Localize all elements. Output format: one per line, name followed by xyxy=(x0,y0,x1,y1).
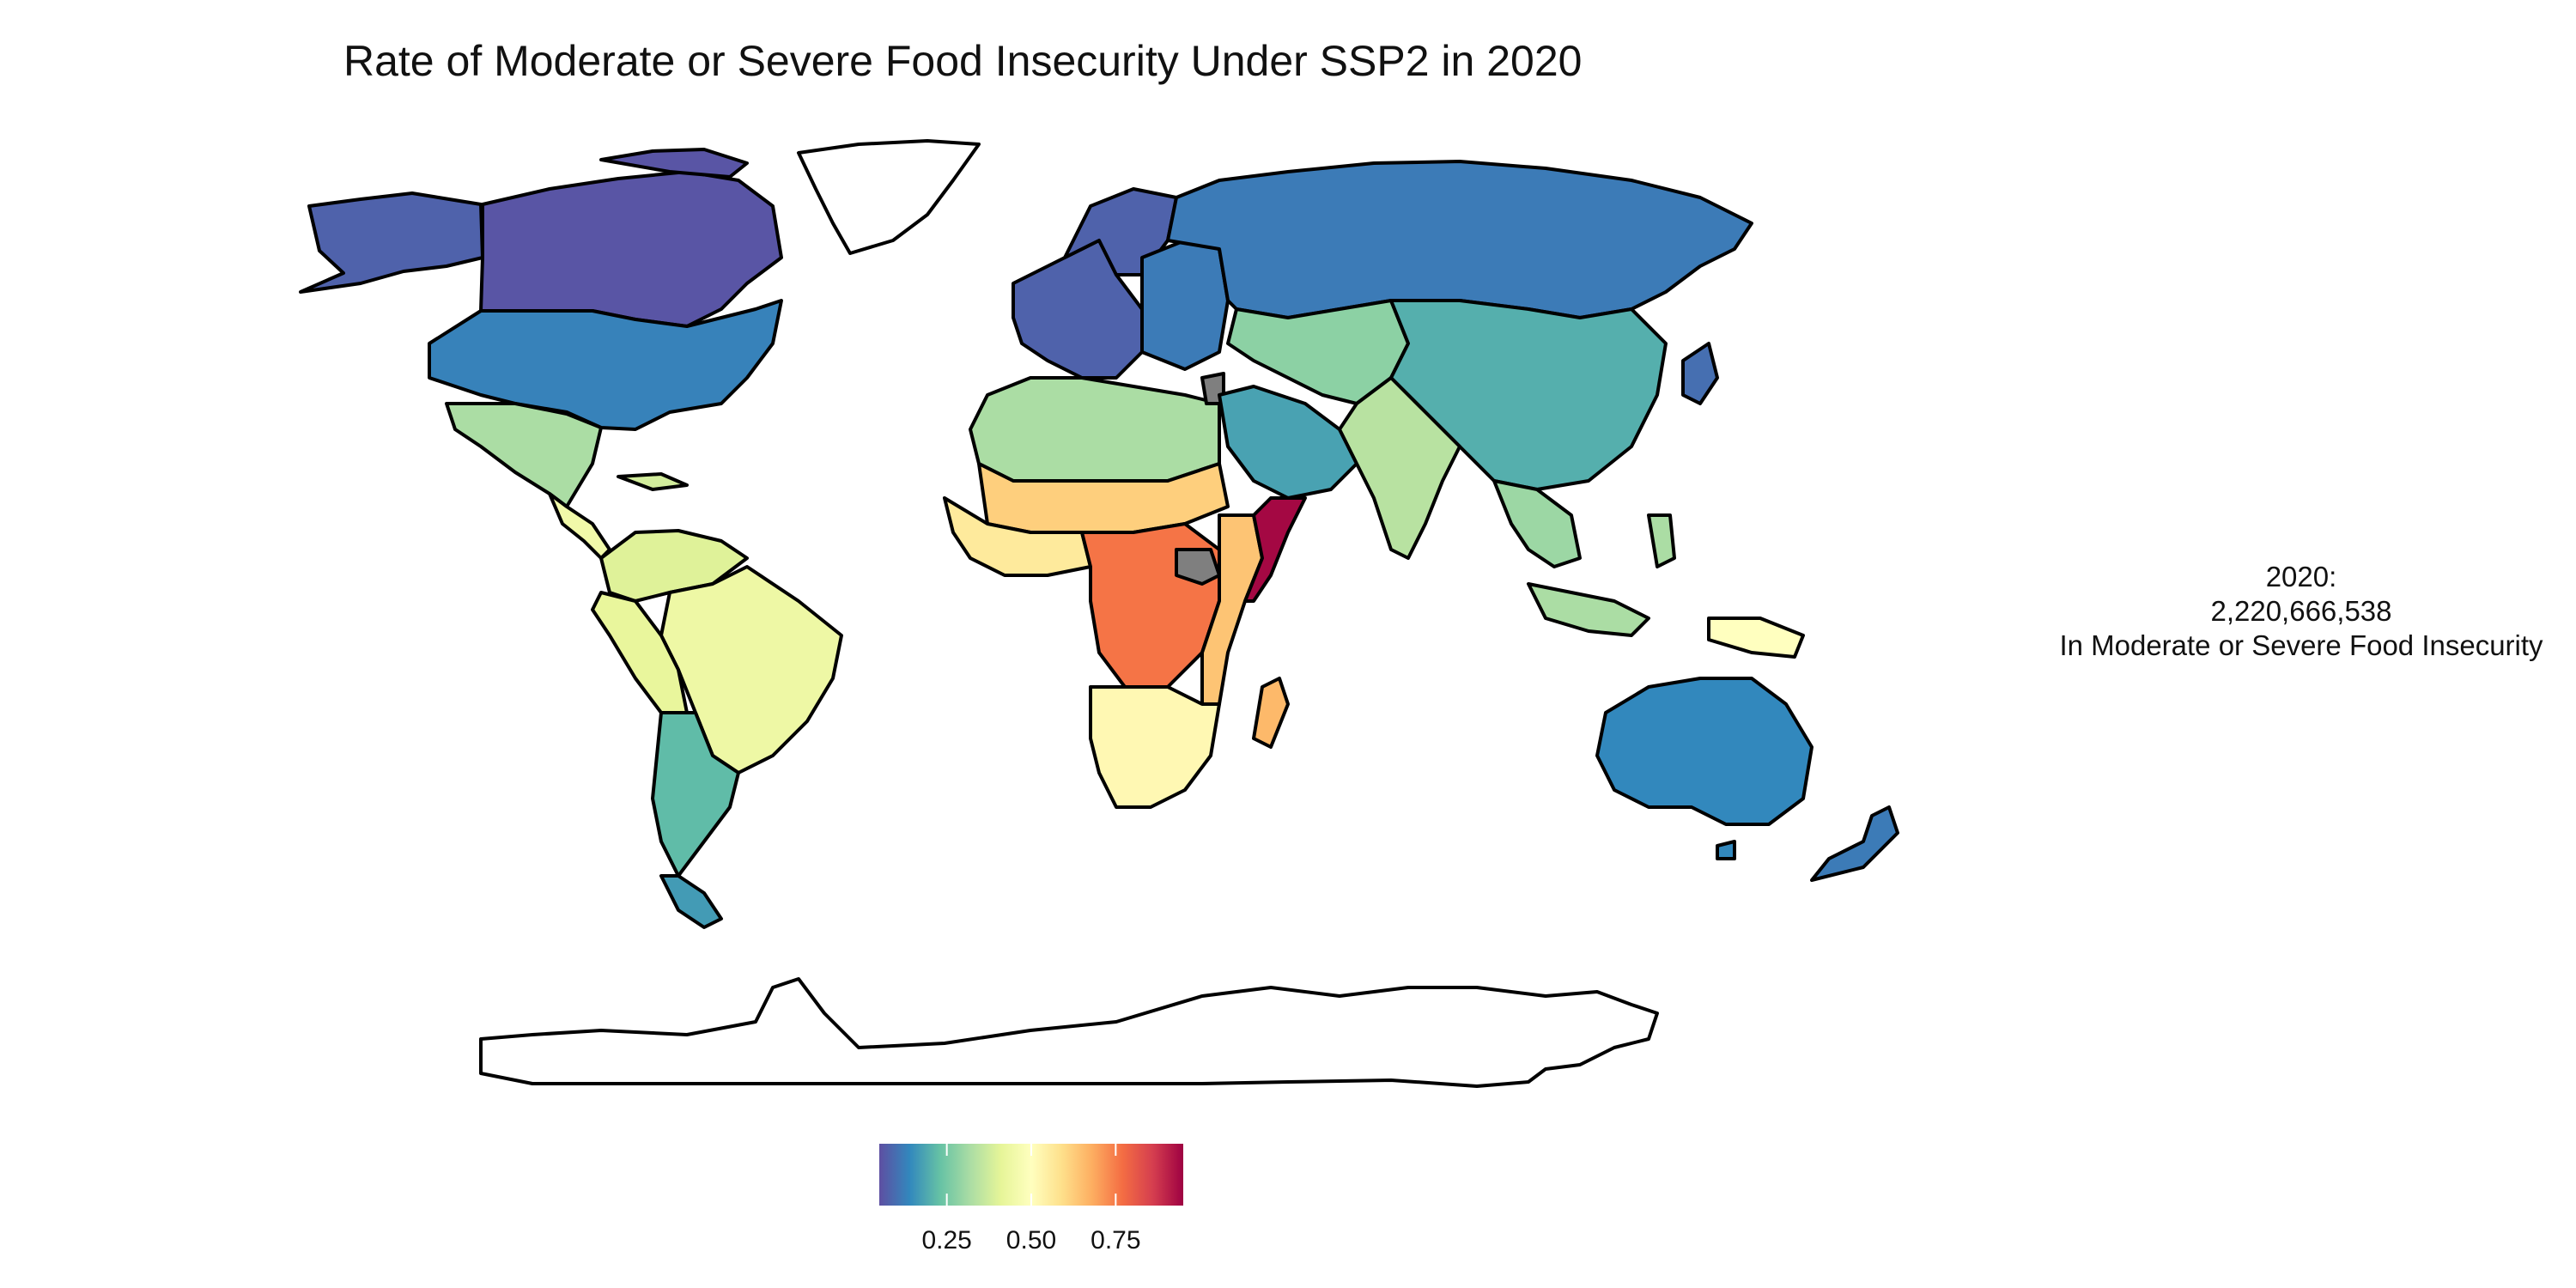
annotation-year: 2020: xyxy=(2265,561,2337,592)
region-madagascar xyxy=(1252,677,1290,749)
region-indonesia xyxy=(1527,582,1650,637)
annotation-caption: In Moderate or Severe Food Insecurity xyxy=(2059,629,2543,661)
region-australia xyxy=(1595,677,1814,826)
region-japan xyxy=(1681,342,1719,405)
region-patagonia xyxy=(659,874,723,929)
region-europe-east xyxy=(1140,239,1230,371)
region-north-africa xyxy=(969,376,1221,483)
legend-tick-label: 0.25 xyxy=(921,1226,972,1255)
region-argentina-chile xyxy=(651,711,740,878)
region-central-america xyxy=(548,492,611,560)
region-west-africa xyxy=(943,496,1092,577)
region-usa xyxy=(428,299,783,431)
region-canada-arctic xyxy=(599,148,749,179)
legend-tick-label: 0.75 xyxy=(1091,1226,1141,1255)
annotation-count: 2,220,666,538 xyxy=(2210,595,2392,627)
population-annotation: 2020: 2,220,666,538 In Moderate or Sever… xyxy=(2026,560,2576,663)
region-alaska xyxy=(299,191,484,294)
region-southern-africa xyxy=(1089,685,1221,809)
region-russia xyxy=(1166,160,1753,319)
region-greenland xyxy=(797,139,981,255)
region-tasmania xyxy=(1716,840,1736,860)
region-southeast-asia xyxy=(1492,479,1582,568)
region-mexico xyxy=(445,402,603,508)
region-papua xyxy=(1707,617,1805,659)
region-no-data-ethiopia xyxy=(1175,548,1221,586)
region-philippines xyxy=(1647,513,1676,568)
region-caribbean xyxy=(617,472,689,491)
region-arabia xyxy=(1218,385,1358,500)
region-south-asia xyxy=(1338,376,1461,560)
region-somalia xyxy=(1243,496,1307,603)
color-legend: 0.25 0.50 0.75 xyxy=(876,1144,1187,1273)
region-new-zealand xyxy=(1810,805,1899,882)
legend-colorbar xyxy=(879,1144,1183,1206)
legend-tick-label: 0.50 xyxy=(1005,1226,1057,1255)
region-antarctica xyxy=(479,977,1659,1088)
region-canada xyxy=(479,170,783,328)
page-title: Rate of Moderate or Severe Food Insecuri… xyxy=(343,37,1583,85)
